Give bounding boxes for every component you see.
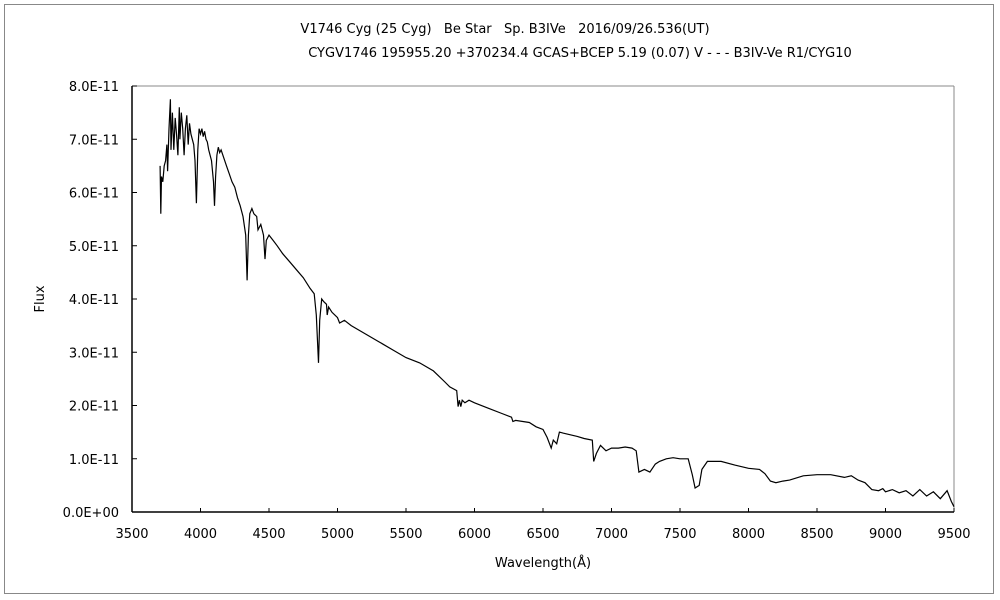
- x-tick-label: 8000: [732, 527, 765, 542]
- y-tick-label: 0.0E+00: [63, 506, 119, 521]
- y-tick-label: 3.0E-11: [69, 346, 119, 361]
- x-tick-label: 9000: [869, 527, 902, 542]
- y-tick-label: 6.0E-11: [69, 187, 119, 202]
- chart-frame: [4, 4, 994, 594]
- x-tick-label: 9500: [937, 527, 970, 542]
- y-tick-label: 8.0E-11: [69, 80, 119, 95]
- chart-subtitle: CYGV1746 195955.20 +370234.4 GCAS+BCEP 5…: [308, 46, 852, 61]
- y-tick-label: 2.0E-11: [69, 400, 119, 415]
- x-tick-label: 7500: [663, 527, 696, 542]
- x-tick-label: 5500: [389, 527, 422, 542]
- x-tick-label: 6000: [458, 527, 491, 542]
- spectrum-line: [159, 99, 955, 507]
- y-tick-label: 7.0E-11: [69, 133, 119, 148]
- y-tick-label: 4.0E-11: [69, 293, 119, 308]
- plot-area: [131, 85, 955, 513]
- x-tick-label: 7000: [595, 527, 628, 542]
- x-tick-label: 4500: [252, 527, 285, 542]
- x-tick-label: 3500: [115, 527, 148, 542]
- y-tick-label: 5.0E-11: [69, 240, 119, 255]
- x-tick-label: 6500: [526, 527, 559, 542]
- chart-title: V1746 Cyg (25 Cyg) Be Star Sp. B3IVe 201…: [300, 22, 710, 37]
- x-tick-label: 8500: [800, 527, 833, 542]
- x-tick-label: 5000: [321, 527, 354, 542]
- y-tick-label: 1.0E-11: [69, 453, 119, 468]
- axis-ticks: 3500 4000 4500 5000 5500 6000 6500 7000 7500 8000…: [63, 80, 971, 542]
- x-tick-label: 4000: [184, 527, 217, 542]
- y-axis-label: Flux: [33, 285, 48, 312]
- x-axis-label: Wavelength(Å): [495, 555, 591, 571]
